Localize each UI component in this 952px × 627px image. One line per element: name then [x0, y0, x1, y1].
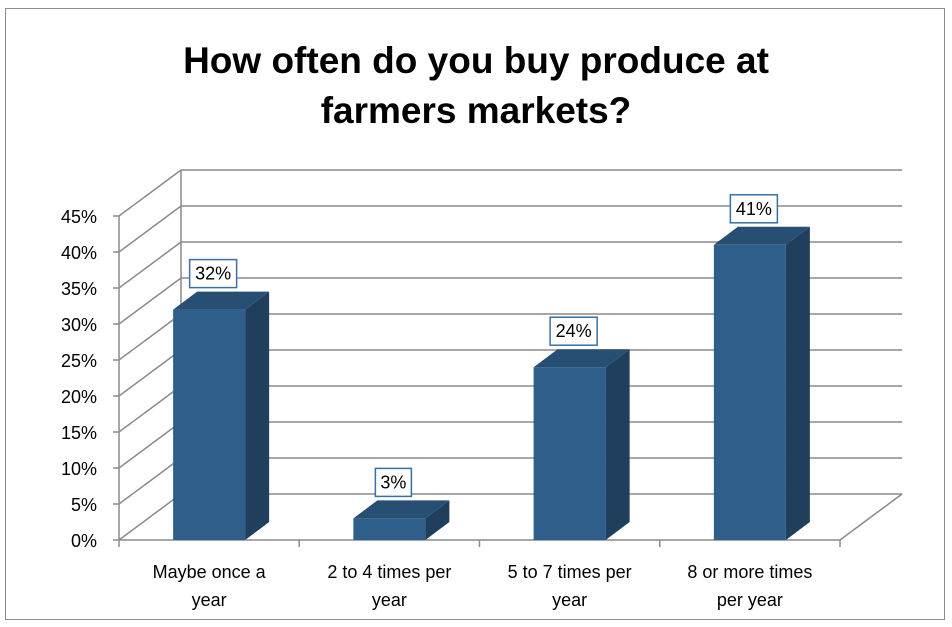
data-label-box-0 — [188, 258, 238, 289]
chart-title-line-1: How often do you buy produce at — [183, 40, 769, 81]
chart-walls — [118, 170, 182, 540]
y-tick-label-7: 35% — [61, 279, 97, 299]
category-label-3: 8 or more times per year — [687, 562, 812, 610]
bar-3 — [713, 244, 786, 541]
category-label-2: 5 to 7 times per year — [508, 562, 632, 610]
gridline-side-1 — [118, 457, 182, 505]
data-label-0: 32% — [195, 264, 231, 284]
category-label-1: 2 to 4 times per year — [327, 562, 451, 610]
y-tick-label-2: 10% — [61, 459, 97, 479]
y-tick-label-4: 20% — [61, 387, 97, 407]
gridline-side-4 — [118, 349, 182, 397]
y-tick-label-3: 15% — [61, 423, 97, 443]
axes: 0% 5% 10% 15% 20% 25% 30% 35% 40% 45% Maybe once a… — [61, 207, 903, 610]
data-label-3: 41% — [736, 199, 772, 219]
labels: 32% 3% 24% 41% — [188, 194, 779, 498]
category-label-3-line-1: per year — [717, 590, 783, 610]
gridline-side-9 — [118, 169, 182, 217]
y-tick-label-5: 25% — [61, 351, 97, 371]
bar-side-3 — [785, 226, 810, 541]
gridline-side-7 — [118, 241, 182, 289]
chart-title: How often do you buy produce at farmers … — [0, 36, 952, 136]
data-label-box-1 — [374, 467, 413, 498]
gridline-side-2 — [118, 421, 182, 469]
bar-1 — [353, 518, 426, 540]
category-label-1-line-0: 2 to 4 times per — [327, 562, 451, 582]
data-label-box-3 — [729, 194, 779, 224]
category-label-3-line-0: 8 or more times — [687, 562, 812, 582]
y-tick-label-6: 30% — [61, 315, 97, 335]
gridline-side-5 — [118, 313, 182, 361]
chart-title-line-2: farmers markets? — [320, 90, 632, 131]
data-label-1: 3% — [380, 472, 406, 492]
y-tick-label-8: 40% — [61, 243, 97, 263]
bar-2 — [533, 367, 606, 540]
gridline-side-0 — [118, 493, 182, 541]
bar-side-2 — [605, 349, 630, 540]
y-tick-label-0: 0% — [71, 531, 97, 551]
category-label-1-line-1: year — [372, 590, 407, 610]
category-label-2-line-1: year — [552, 590, 587, 610]
bar-0 — [173, 309, 246, 540]
gridline-side-6 — [118, 277, 182, 325]
y-tick-label-1: 5% — [71, 495, 97, 515]
bars — [173, 226, 810, 541]
bar-top-2 — [533, 349, 630, 368]
category-label-0-line-0: Maybe once a — [153, 562, 267, 582]
bar-top-1 — [353, 500, 450, 519]
bar-top-3 — [713, 226, 810, 245]
bar-side-0 — [245, 291, 270, 540]
floor-right-edge — [839, 493, 903, 541]
data-label-box-2 — [549, 316, 598, 346]
category-label-0-line-1: year — [192, 590, 227, 610]
gridline-side-8 — [118, 205, 182, 253]
category-label-0: Maybe once a year — [153, 562, 267, 610]
bar-top-0 — [173, 291, 270, 310]
gridline-side-3 — [118, 385, 182, 433]
data-label-2: 24% — [556, 321, 592, 341]
bar-side-1 — [425, 500, 450, 540]
y-tick-label-9: 45% — [61, 207, 97, 227]
category-label-2-line-0: 5 to 7 times per — [508, 562, 632, 582]
